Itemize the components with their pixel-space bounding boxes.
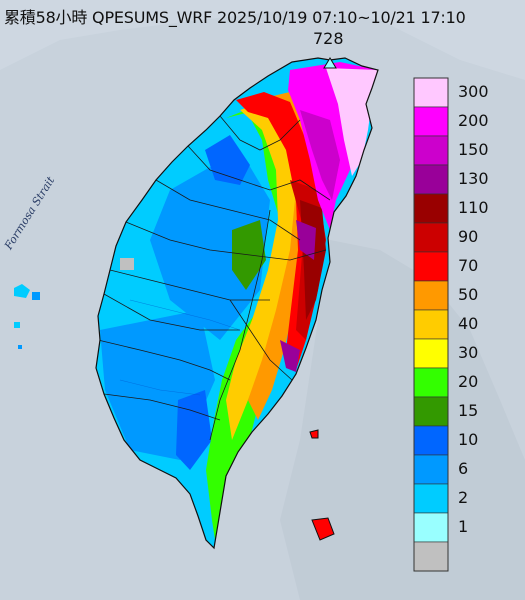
legend-swatch <box>413 164 449 195</box>
legend-swatch <box>413 483 449 514</box>
legend-label: 50 <box>458 285 479 304</box>
legend-label: 130 <box>458 169 489 188</box>
legend-swatch <box>413 106 449 137</box>
legend-label: 90 <box>458 227 479 246</box>
legend-bar <box>413 77 449 572</box>
county-borders <box>97 115 331 441</box>
island-penghu-3 <box>14 322 20 328</box>
legend-swatch <box>413 338 449 369</box>
legend-swatch <box>413 512 449 543</box>
zone-blue-central <box>150 150 270 340</box>
legend-label: 200 <box>458 111 489 130</box>
legend-label: 6 <box>458 459 469 478</box>
max-value-label: 728 <box>313 29 344 48</box>
legend-label: 110 <box>458 198 489 217</box>
sea-shading <box>0 0 525 80</box>
legend-label: 2 <box>458 488 469 507</box>
legend-label: 150 <box>458 140 489 159</box>
island-penghu <box>14 284 30 298</box>
legend-swatch <box>413 135 449 166</box>
legend-label: 300 <box>458 82 489 101</box>
map-title: 累積58小時 QPESUMS_WRF 2025/10/19 07:10~10/2… <box>4 8 466 27</box>
legend-label: 30 <box>458 343 479 362</box>
island-penghu-2 <box>32 292 40 300</box>
legend-swatch <box>413 280 449 311</box>
legend-swatch <box>413 541 449 572</box>
legend-label: 20 <box>458 372 479 391</box>
sea-shading-east <box>280 240 525 600</box>
legend-swatch <box>413 193 449 224</box>
rivers <box>119 299 241 396</box>
island-penghu-4 <box>18 345 22 349</box>
legend-swatch <box>413 396 449 427</box>
legend-swatch <box>413 77 449 108</box>
legend-label: 40 <box>458 314 479 333</box>
island-green <box>309 429 319 439</box>
zone-gray <box>120 258 134 270</box>
zone-darkblue-south <box>176 390 212 470</box>
legend-label: 1 <box>458 517 469 536</box>
legend-swatch <box>413 367 449 398</box>
island-lanyu <box>311 517 335 541</box>
zone-purple <box>300 110 340 200</box>
zone-darkpurple-south <box>280 340 300 372</box>
legend-label: 10 <box>458 430 479 449</box>
legend-swatch <box>413 222 449 253</box>
zone-darkpurple <box>296 220 316 260</box>
legend-swatch <box>413 425 449 456</box>
zone-pink <box>326 68 378 176</box>
max-marker-icon <box>323 57 337 69</box>
legend-label: 15 <box>458 401 479 420</box>
legend-label: 70 <box>458 256 479 275</box>
legend-swatch <box>413 309 449 340</box>
legend-swatch <box>413 251 449 282</box>
legend-swatch <box>413 454 449 485</box>
zone-yellow <box>226 100 300 440</box>
